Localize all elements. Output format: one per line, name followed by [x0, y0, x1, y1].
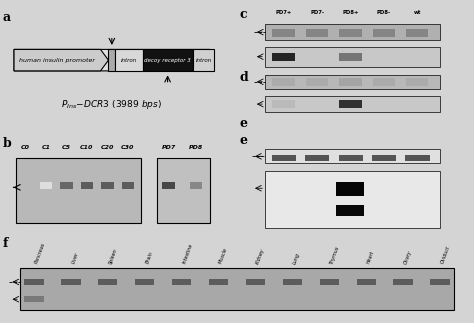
Text: PD7: PD7 [162, 145, 176, 150]
Bar [101, 182, 114, 189]
Bar [339, 100, 362, 109]
Bar [61, 279, 81, 286]
Bar [246, 279, 265, 286]
Text: Liver: Liver [71, 252, 80, 265]
Text: Muscle: Muscle [219, 247, 229, 265]
Bar [337, 182, 364, 196]
Text: Intestine: Intestine [182, 243, 194, 265]
Bar [265, 96, 439, 112]
Bar [265, 171, 439, 228]
Bar [81, 182, 93, 189]
Text: C5: C5 [62, 145, 71, 150]
Bar [24, 297, 44, 302]
Bar [265, 47, 439, 67]
Text: $P_{Ins}$$\mathit{-DCR3}$ $\mathit{(3989\ bps)}$: $P_{Ins}$$\mathit{-DCR3}$ $\mathit{(3989… [62, 98, 162, 111]
Bar [273, 53, 295, 61]
Bar [273, 100, 295, 109]
Text: PD8: PD8 [189, 145, 203, 150]
Bar [306, 29, 328, 36]
Bar [190, 182, 202, 189]
Bar [339, 53, 362, 61]
Bar [265, 24, 439, 40]
Text: Lung: Lung [292, 252, 301, 265]
Bar [265, 149, 439, 163]
Bar [272, 155, 296, 161]
Text: C30: C30 [121, 145, 135, 150]
Bar [135, 279, 155, 286]
Text: PD7+: PD7+ [275, 10, 292, 15]
Text: intron: intron [195, 58, 211, 63]
Bar [16, 158, 141, 223]
Bar [60, 182, 73, 189]
Bar [283, 279, 302, 286]
Bar [306, 78, 328, 86]
Bar [172, 279, 191, 286]
Text: C0: C0 [21, 145, 30, 150]
Bar [192, 49, 214, 71]
Text: wt: wt [414, 10, 421, 15]
Bar [373, 29, 395, 36]
Text: e: e [239, 117, 247, 130]
Bar [121, 182, 134, 189]
Bar [406, 29, 428, 36]
Bar [163, 182, 175, 189]
Bar [339, 29, 362, 36]
FancyBboxPatch shape [14, 49, 210, 71]
Bar [338, 155, 363, 161]
Bar [109, 49, 115, 71]
Bar [20, 268, 454, 310]
Text: C1: C1 [41, 145, 50, 150]
Bar [406, 78, 428, 86]
Text: PD8+: PD8+ [342, 10, 359, 15]
Text: Ovary: Ovary [403, 249, 413, 265]
Bar [339, 78, 362, 86]
Text: PD8-: PD8- [377, 10, 391, 15]
Text: d: d [239, 71, 248, 84]
Bar [143, 49, 192, 71]
Bar [405, 155, 429, 161]
Text: b: b [3, 137, 11, 150]
Text: Brain: Brain [145, 251, 154, 265]
Polygon shape [14, 49, 109, 71]
Bar [337, 205, 364, 216]
Bar [98, 279, 118, 286]
Text: C10: C10 [80, 145, 93, 150]
Text: a: a [3, 11, 11, 24]
Text: Pancreas: Pancreas [34, 242, 46, 265]
Text: f: f [2, 237, 8, 250]
Bar [393, 279, 413, 286]
Text: Thymus: Thymus [329, 245, 341, 265]
Text: C20: C20 [100, 145, 114, 150]
Bar [430, 279, 450, 286]
Text: e: e [239, 134, 247, 147]
Bar [209, 279, 228, 286]
Text: Kidney: Kidney [255, 247, 266, 265]
Text: decoy receptor 3: decoy receptor 3 [144, 58, 191, 63]
Bar [319, 279, 339, 286]
Bar [372, 155, 396, 161]
Text: c: c [239, 7, 246, 21]
Text: Spleen: Spleen [108, 247, 118, 265]
Text: human insulin promoter: human insulin promoter [19, 58, 95, 63]
Text: intron: intron [121, 58, 137, 63]
Bar [356, 279, 376, 286]
Bar [157, 158, 210, 223]
Bar [373, 78, 395, 86]
Bar [24, 279, 44, 286]
Bar [273, 78, 295, 86]
Bar [265, 75, 439, 89]
Bar [115, 49, 143, 71]
Bar [273, 29, 295, 36]
Bar [40, 182, 52, 189]
Text: Oviduct: Oviduct [440, 245, 451, 265]
Text: PD7-: PD7- [310, 10, 324, 15]
Text: Heart: Heart [366, 250, 375, 265]
Bar [305, 155, 329, 161]
